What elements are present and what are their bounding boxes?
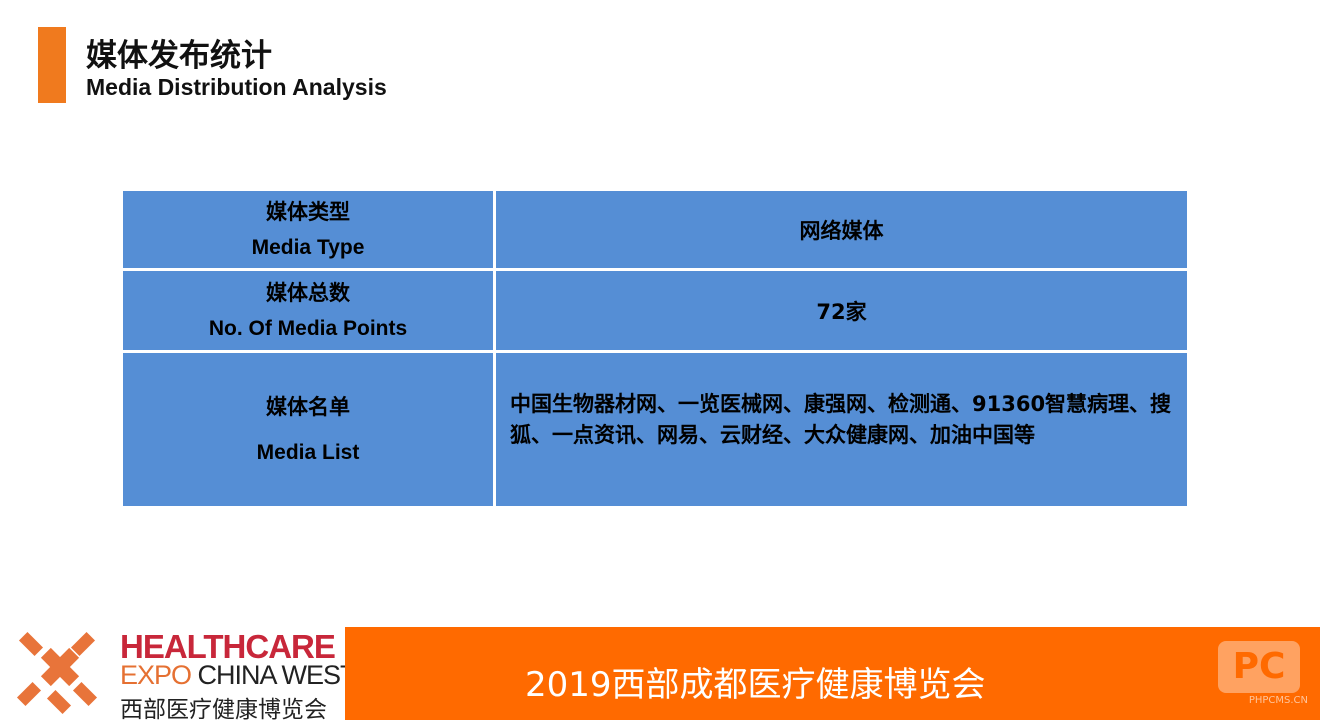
watermark-logo-icon: PC (1218, 641, 1300, 693)
media-table: 媒体类型 Media Type 网络媒体 媒体总数 No. Of Media Poi… (120, 188, 1190, 509)
title-accent-bar (38, 27, 66, 103)
watermark-text: PHPCMS.CN (1248, 695, 1308, 706)
row-value: 中国生物器材网、一览医械网、康强网、检测通、91360智慧病理、搜狐、一点资讯、… (493, 350, 1190, 509)
label-en: No. Of Media Points (208, 316, 408, 340)
brand-line2: EXPO CHINA WEST (120, 660, 357, 691)
expo-logo-icon (16, 631, 98, 715)
table-row: 媒体类型 Media Type 网络媒体 (120, 188, 1190, 271)
row-label: 媒体总数 No. Of Media Points (120, 268, 496, 353)
label-cn: 媒体名单 (266, 394, 350, 419)
brand-china-west: CHINA WEST (191, 660, 357, 690)
row-label: 媒体类型 Media Type (120, 188, 496, 271)
brand-line1: HEALTHCARE (120, 628, 336, 665)
row-value: 72家 (493, 268, 1190, 353)
banner-text: 2019西部成都医疗健康博览会 (525, 665, 986, 705)
label-cn: 媒体类型 (266, 199, 350, 224)
brand-expo: EXPO (120, 660, 192, 690)
page-subtitle: Media Distribution Analysis (86, 74, 387, 100)
brand-line3: 西部医疗健康博览会 (120, 697, 327, 723)
media-list-text: 中国生物器材网、一览医械网、康强网、检测通、91360智慧病理、搜狐、一点资讯、… (510, 391, 1172, 447)
label-en: Media Type (251, 235, 365, 259)
label-en: Media List (256, 440, 360, 464)
row-label: 媒体名单 Media List (120, 350, 496, 509)
label-cn: 媒体总数 (266, 280, 350, 305)
footer-banner: 2019西部成都医疗健康博览会 PC PHPCMS.CN (345, 627, 1320, 720)
table-row: 媒体名单 Media List 中国生物器材网、一览医械网、康强网、检测通、913… (120, 350, 1190, 509)
page-title: 媒体发布统计 (86, 38, 272, 74)
row-value: 网络媒体 (493, 188, 1190, 271)
table-row: 媒体总数 No. Of Media Points 72家 (120, 268, 1190, 353)
